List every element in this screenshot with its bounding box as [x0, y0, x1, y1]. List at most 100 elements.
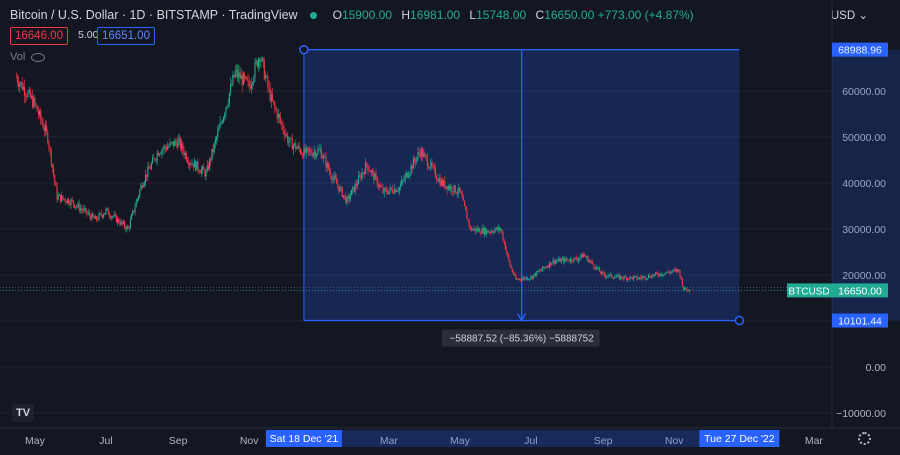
candle-body	[382, 187, 384, 194]
candle-body	[479, 228, 481, 233]
candle-body	[243, 73, 246, 78]
candle-body	[455, 192, 457, 194]
candle-body	[432, 166, 434, 168]
candle-body	[436, 176, 438, 180]
candle-body	[636, 276, 638, 280]
high-value: 16981.00	[410, 8, 461, 22]
candle-body	[556, 260, 558, 262]
candle-body	[381, 186, 383, 188]
buy-price-button[interactable]: 16651.00	[97, 27, 155, 45]
candle-body	[270, 94, 272, 101]
eye-icon[interactable]	[31, 52, 46, 62]
candle-body	[478, 228, 480, 231]
candle-body	[68, 199, 70, 204]
x-tick-label: May	[450, 435, 471, 447]
candle-body	[384, 188, 386, 190]
candle-body	[79, 208, 81, 211]
candle-body	[341, 187, 343, 198]
candle-body	[199, 171, 201, 174]
candle-body	[416, 157, 418, 163]
candle-body	[50, 149, 52, 165]
candle-body	[255, 61, 257, 63]
currency-selector[interactable]: USD ⌄	[831, 8, 868, 22]
symbol-title[interactable]: Bitcoin / U.S. Dollar · 1D · BITSTAMP · …	[10, 8, 298, 22]
candle-body	[481, 228, 483, 234]
candle-body	[446, 186, 448, 190]
candle-body	[514, 274, 516, 276]
candle-body	[542, 266, 544, 270]
candle-body	[488, 231, 490, 233]
candle-body	[525, 277, 527, 280]
candle-body	[205, 171, 207, 177]
candle-body	[203, 166, 205, 171]
candle-body	[271, 94, 274, 101]
candle-body	[182, 143, 184, 151]
candle-body	[16, 77, 19, 83]
candle-body	[391, 189, 393, 193]
candle-body	[634, 276, 636, 278]
candle-body	[217, 131, 219, 138]
candle-body	[276, 110, 278, 119]
candle-body	[500, 229, 502, 231]
candle-body	[253, 77, 255, 83]
candle-body	[359, 175, 361, 177]
candle-body	[606, 276, 608, 278]
open-label: O	[332, 8, 342, 22]
candle-body	[90, 215, 92, 220]
candle-body	[682, 286, 685, 290]
candle-body	[260, 60, 262, 62]
candle-body	[579, 257, 581, 259]
candle-body	[524, 277, 526, 280]
gear-icon[interactable]	[858, 432, 871, 445]
candle-body	[319, 149, 321, 151]
y-tick-label: 40000.00	[842, 178, 886, 190]
candle-body	[509, 260, 511, 267]
candle-body	[314, 151, 317, 157]
candle-body	[480, 232, 482, 234]
candle-body	[568, 260, 570, 262]
candle-body	[576, 259, 579, 261]
candle-body	[510, 266, 512, 269]
candle-body	[670, 271, 672, 274]
candle-body	[537, 271, 539, 272]
candle-body	[204, 170, 206, 177]
candle-body	[316, 153, 318, 157]
candle-body	[646, 278, 648, 279]
candle-body	[642, 276, 644, 279]
candle-body	[664, 273, 666, 275]
candle-body	[502, 232, 504, 241]
candle-body	[89, 212, 91, 216]
candle-body	[355, 183, 357, 186]
candle-body	[299, 149, 301, 154]
volume-indicator[interactable]: Vol	[10, 51, 46, 63]
candle-body	[174, 140, 176, 147]
candle-body	[106, 208, 108, 210]
candle-body	[291, 138, 293, 150]
candle-body	[544, 267, 546, 268]
candle-body	[338, 185, 340, 192]
candle-body	[219, 122, 221, 128]
tradingview-logo-icon[interactable]: TV	[12, 404, 34, 422]
candle-body	[658, 275, 660, 277]
candle-body	[261, 57, 263, 61]
candle-body	[229, 84, 232, 94]
candle-body	[394, 188, 396, 194]
candle-body	[448, 186, 451, 190]
candle-body	[681, 278, 683, 287]
candle-body	[284, 134, 286, 136]
candle-body	[69, 203, 71, 206]
candle-body	[337, 183, 339, 186]
sell-price-button[interactable]: 16646.00	[10, 27, 68, 45]
candle-body	[269, 87, 271, 101]
candle-body	[401, 180, 403, 185]
candle-body	[334, 175, 336, 179]
candle-body	[368, 170, 370, 172]
candle-body	[685, 287, 687, 290]
candle-body	[680, 277, 682, 279]
candle-body	[561, 258, 563, 260]
candle-body	[396, 190, 398, 193]
candle-body	[34, 98, 36, 104]
candle-body	[162, 149, 164, 151]
candle-body	[557, 260, 559, 262]
